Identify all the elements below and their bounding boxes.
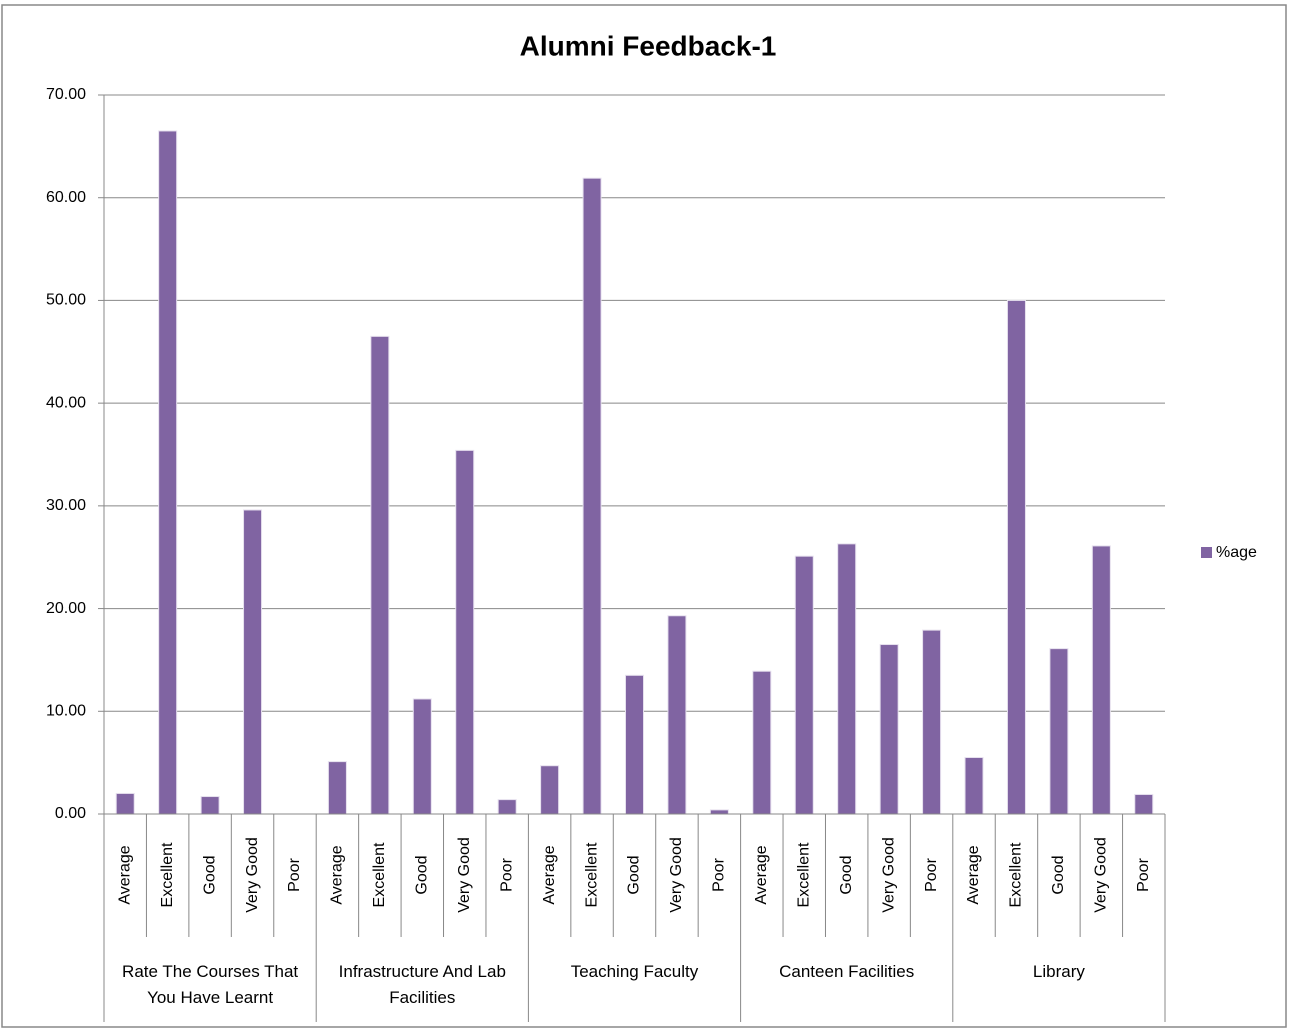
x-tick-label: Very Good bbox=[244, 837, 261, 913]
bar bbox=[327, 761, 347, 815]
x-tick-label: Good bbox=[414, 855, 431, 894]
x-tick-label: Good bbox=[1050, 855, 1067, 894]
y-tick-label: 0.00 bbox=[55, 805, 86, 822]
bar bbox=[752, 670, 772, 815]
legend-label: %age bbox=[1216, 544, 1257, 561]
group-label: Infrastructure And Lab Facilities bbox=[338, 962, 506, 1007]
bar bbox=[412, 698, 432, 815]
x-tick-label: Average bbox=[965, 845, 982, 904]
x-tick-label: Excellent bbox=[583, 842, 600, 907]
bar bbox=[922, 629, 942, 815]
bar bbox=[625, 674, 644, 815]
x-tick-label: Good bbox=[626, 855, 643, 894]
bar bbox=[540, 765, 560, 815]
bar bbox=[455, 449, 475, 815]
y-tick-label: 50.00 bbox=[46, 292, 86, 309]
bar bbox=[243, 509, 263, 815]
x-tick-label: Very Good bbox=[668, 837, 685, 913]
x-tick-label: Poor bbox=[711, 857, 728, 891]
x-tick-label: Very Good bbox=[1093, 837, 1110, 913]
bar bbox=[158, 130, 178, 815]
x-tick-label: Poor bbox=[498, 857, 515, 891]
bar bbox=[115, 792, 135, 815]
x-tick-label: Poor bbox=[1135, 857, 1152, 891]
x-tick-label: Excellent bbox=[795, 842, 812, 907]
x-tick-label: Poor bbox=[286, 857, 303, 891]
y-tick-label: 20.00 bbox=[46, 600, 86, 617]
x-tick-label: Very Good bbox=[456, 837, 473, 913]
bar bbox=[497, 799, 517, 815]
y-tick-label: 40.00 bbox=[46, 394, 86, 411]
y-tick-label: 30.00 bbox=[46, 497, 86, 514]
x-tick-label: Good bbox=[838, 855, 855, 894]
x-tick-label: Excellent bbox=[1008, 842, 1025, 907]
bar bbox=[709, 809, 729, 815]
bar bbox=[370, 335, 390, 815]
bar bbox=[964, 757, 984, 815]
x-tick-label: Average bbox=[329, 845, 346, 904]
group-label: Canteen Facilities bbox=[779, 962, 915, 981]
group-label: Library bbox=[1032, 962, 1085, 981]
y-tick-label: 60.00 bbox=[46, 189, 86, 206]
bar bbox=[1049, 648, 1069, 815]
bar bbox=[1091, 545, 1111, 815]
group-label: Rate The Courses That You Have Learnt bbox=[122, 962, 299, 1007]
x-tick-label: Excellent bbox=[159, 842, 176, 907]
chart-frame bbox=[1, 4, 1287, 1028]
x-tick-label: Very Good bbox=[880, 837, 897, 913]
x-tick-label: Average bbox=[116, 845, 133, 904]
x-tick-label: Excellent bbox=[371, 842, 388, 907]
bar bbox=[1134, 793, 1154, 815]
chart-title: Alumni Feedback-1 bbox=[520, 30, 777, 61]
bar bbox=[794, 555, 814, 815]
bar bbox=[1006, 299, 1026, 815]
x-tick-label: Average bbox=[753, 845, 770, 904]
x-tick-label: Good bbox=[201, 855, 218, 894]
legend-swatch bbox=[1201, 547, 1212, 558]
bar bbox=[879, 644, 899, 815]
bar bbox=[582, 177, 602, 815]
bar bbox=[200, 796, 220, 815]
y-tick-label: 10.00 bbox=[46, 703, 86, 720]
x-tick-label: Poor bbox=[923, 857, 940, 891]
bar bbox=[667, 615, 687, 815]
y-tick-label: 70.00 bbox=[46, 86, 86, 103]
x-tick-label: Average bbox=[541, 845, 558, 904]
bar bbox=[837, 543, 857, 815]
group-label: Teaching Faculty bbox=[570, 962, 699, 981]
